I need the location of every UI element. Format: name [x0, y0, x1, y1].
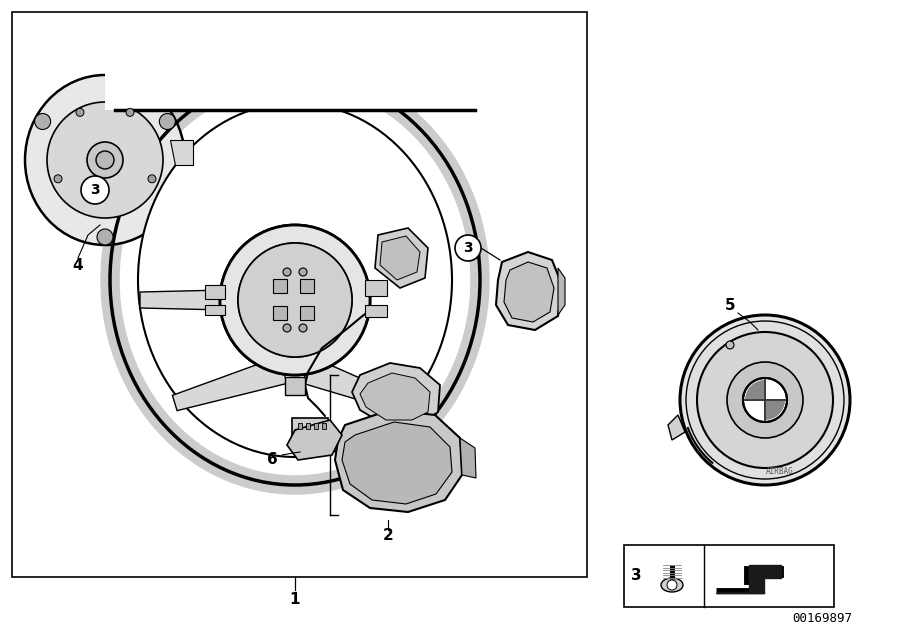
Text: 4: 4	[73, 258, 84, 272]
Ellipse shape	[110, 75, 480, 485]
Bar	[205, 305, 225, 315]
Ellipse shape	[661, 578, 683, 592]
Polygon shape	[496, 252, 562, 330]
Circle shape	[238, 243, 352, 357]
Bar	[365, 280, 387, 296]
Polygon shape	[668, 415, 685, 440]
Circle shape	[283, 268, 291, 276]
Polygon shape	[335, 410, 462, 512]
Text: 5: 5	[724, 298, 735, 312]
Text: 3: 3	[90, 183, 100, 197]
Polygon shape	[716, 565, 781, 593]
Polygon shape	[342, 422, 452, 504]
Bar	[298, 423, 302, 429]
Circle shape	[283, 324, 291, 332]
Text: 00169897: 00169897	[792, 611, 852, 625]
Circle shape	[299, 268, 307, 276]
Text: 1: 1	[290, 593, 301, 607]
Circle shape	[97, 229, 113, 245]
Polygon shape	[302, 357, 400, 410]
Bar	[300, 306, 314, 320]
Circle shape	[34, 113, 50, 130]
Circle shape	[148, 175, 156, 183]
Circle shape	[697, 332, 833, 468]
Bar	[624, 545, 834, 607]
Circle shape	[667, 580, 677, 590]
Text: AIRBAG: AIRBAG	[766, 466, 794, 476]
Circle shape	[76, 108, 84, 116]
Text: 3: 3	[464, 241, 472, 255]
Polygon shape	[504, 262, 554, 322]
Bar	[314, 423, 318, 429]
Circle shape	[726, 341, 734, 349]
Bar	[105, 65, 485, 110]
Circle shape	[686, 321, 844, 479]
Text: 2: 2	[382, 527, 393, 543]
Circle shape	[743, 378, 787, 422]
Circle shape	[455, 235, 481, 261]
Polygon shape	[558, 268, 565, 315]
Circle shape	[727, 362, 803, 438]
Bar	[306, 423, 310, 429]
Circle shape	[87, 142, 123, 178]
Polygon shape	[140, 290, 225, 310]
Text: 6: 6	[266, 452, 277, 467]
Circle shape	[220, 225, 370, 375]
Polygon shape	[170, 140, 193, 165]
Bar	[273, 279, 287, 293]
Polygon shape	[360, 373, 430, 420]
Wedge shape	[765, 400, 785, 420]
Circle shape	[47, 102, 163, 218]
Circle shape	[81, 176, 109, 204]
Bar	[365, 305, 387, 317]
Bar	[273, 306, 287, 320]
Bar	[322, 423, 326, 429]
Polygon shape	[375, 228, 428, 288]
Circle shape	[159, 113, 176, 130]
Polygon shape	[352, 363, 440, 425]
Circle shape	[299, 324, 307, 332]
Bar	[12, 12, 587, 577]
Bar	[205, 285, 225, 299]
Text: 3: 3	[631, 569, 642, 583]
Polygon shape	[287, 420, 342, 460]
Polygon shape	[380, 236, 420, 280]
Circle shape	[220, 225, 370, 375]
Circle shape	[238, 243, 352, 357]
Bar	[285, 377, 305, 395]
Wedge shape	[745, 380, 765, 400]
Bar	[292, 418, 328, 440]
Ellipse shape	[25, 75, 185, 245]
Circle shape	[126, 108, 134, 116]
Circle shape	[96, 151, 114, 169]
Polygon shape	[460, 438, 476, 478]
Circle shape	[54, 175, 62, 183]
Ellipse shape	[138, 103, 452, 457]
Bar	[300, 279, 314, 293]
Circle shape	[680, 315, 850, 485]
Polygon shape	[173, 357, 287, 411]
